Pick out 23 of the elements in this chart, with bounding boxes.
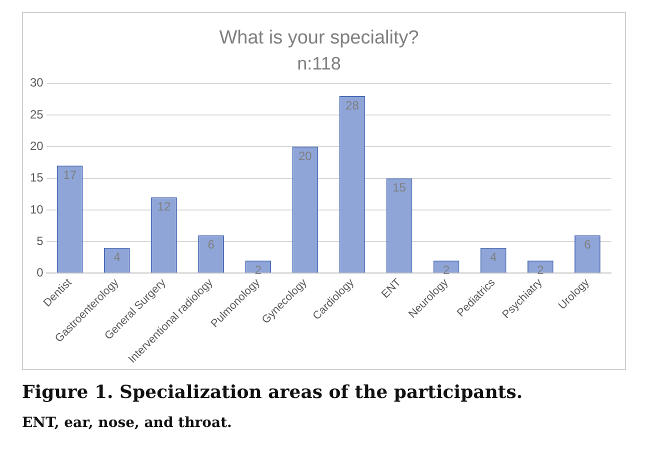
text: ENT, ear, nose, and throat.	[22, 415, 233, 431]
data-label: 17	[63, 168, 77, 182]
data-label: 15	[392, 180, 406, 195]
data-label: 12	[157, 200, 171, 214]
data-label: 4	[114, 250, 121, 264]
y-tick-label: 10	[30, 202, 44, 216]
data-label: 28	[346, 98, 360, 112]
data-label: 2	[537, 262, 544, 277]
y-tick-label: 30	[30, 76, 44, 90]
data-label: 2	[442, 262, 450, 277]
data-label: 6	[208, 238, 215, 252]
y-tick-label: 25	[30, 107, 44, 122]
data-label: 6	[584, 238, 592, 252]
chart-subtitle: n:118	[297, 54, 341, 74]
y-tick-label: 5	[36, 234, 44, 248]
chart-title: What is your speciality?	[219, 28, 419, 49]
data-label: 2	[254, 262, 262, 277]
y-tick-label: 20	[30, 138, 44, 153]
caption: Figure 1. Specialization areas of the participants.	[22, 382, 523, 403]
data-label: 4	[490, 250, 498, 264]
data-label: 20	[298, 148, 312, 163]
y-tick-label: 0	[36, 266, 44, 280]
y-tick-label: 15	[30, 170, 44, 185]
